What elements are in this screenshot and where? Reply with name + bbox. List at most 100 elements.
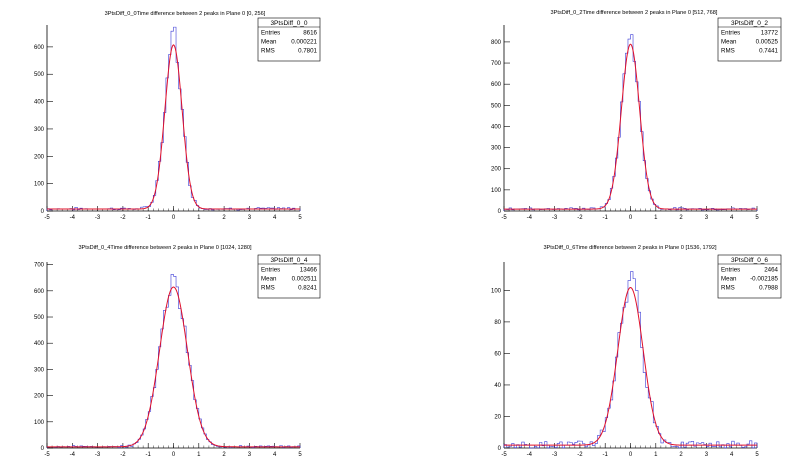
x-tick-label: -4	[527, 215, 533, 221]
stats-value: 0.8241	[298, 285, 317, 292]
y-tick-label: 20	[494, 414, 501, 420]
chart-title: 3PtsDiff_0_2Time difference between 2 pe…	[551, 10, 718, 16]
stats-box	[717, 254, 782, 299]
y-tick-label: 300	[34, 367, 45, 373]
stats-value: 0.7441	[759, 48, 778, 55]
y-tick-label: 200	[34, 394, 45, 400]
x-tick-label: 5	[755, 452, 759, 458]
y-tick-label: 100	[34, 182, 45, 188]
x-tick-label: -4	[70, 215, 76, 221]
x-tick-label: -3	[95, 452, 101, 458]
stats-key: RMS	[721, 48, 735, 55]
y-tick-label: 0	[41, 209, 45, 215]
stats-value: 2464	[764, 267, 778, 274]
y-tick-label: 0	[498, 446, 502, 452]
y-tick-label: 40	[494, 383, 501, 389]
stats-name: 3PtsDiff_0_2	[731, 20, 768, 27]
x-tick-label: -1	[603, 215, 609, 221]
stats-key: Entries	[721, 267, 740, 274]
stats-key: Mean	[261, 39, 277, 46]
stats-key: Mean	[721, 39, 737, 46]
y-tick-label: 200	[34, 154, 45, 160]
stats-name: 3PtsDiff_0_6	[731, 257, 768, 264]
x-tick-label: 4	[273, 215, 277, 221]
stats-key: RMS	[261, 48, 275, 55]
y-tick-label: 400	[34, 100, 45, 106]
chart-title: 3PtsDiff_0_4Time difference between 2 pe…	[78, 245, 252, 251]
stats-box	[717, 17, 782, 62]
histogram-series	[503, 271, 758, 449]
x-tick-label: -3	[552, 215, 558, 221]
x-tick-label: 1	[654, 215, 658, 221]
x-tick-label: 3	[705, 452, 709, 458]
x-tick-label: -1	[603, 452, 609, 458]
x-tick-label: -5	[44, 215, 50, 221]
stats-key: RMS	[261, 285, 275, 292]
x-tick-label: 2	[222, 452, 226, 458]
stats-key: Entries	[261, 30, 280, 37]
x-tick-label: -2	[577, 215, 583, 221]
stats-name: 3PtsDiff_0_4	[270, 257, 307, 264]
gaussian-fit-curve	[47, 44, 300, 210]
x-tick-label: -3	[552, 452, 558, 458]
y-tick-label: 600	[34, 45, 45, 51]
stats-name: 3PtsDiff_0_0	[270, 20, 307, 27]
x-tick-label: -5	[44, 452, 50, 458]
y-tick-label: 600	[34, 289, 45, 295]
stats-value: 0.00525	[756, 39, 779, 46]
x-tick-label: 3	[248, 452, 252, 458]
stats-key: Mean	[261, 276, 277, 283]
x-tick-label: -3	[95, 215, 101, 221]
y-tick-label: 500	[34, 315, 45, 321]
x-tick-label: 2	[679, 215, 683, 221]
x-tick-label: -5	[501, 215, 507, 221]
x-tick-label: 5	[298, 215, 302, 221]
x-tick-label: 3	[705, 215, 709, 221]
stats-key: RMS	[721, 285, 735, 292]
x-tick-label: 0	[629, 452, 633, 458]
x-tick-label: 1	[197, 215, 201, 221]
x-tick-label: -5	[501, 452, 507, 458]
chart-panel-3: 3PtsDiff_0_6Time difference between 2 pe…	[491, 245, 782, 458]
x-tick-label: -1	[146, 215, 152, 221]
x-tick-label: 1	[654, 452, 658, 458]
y-tick-label: 600	[491, 82, 502, 88]
x-tick-label: -4	[70, 452, 76, 458]
chart-panel-0: 3PtsDiff_0_0Time difference between 2 pe…	[34, 11, 321, 221]
x-tick-label: 4	[730, 215, 734, 221]
histogram-series	[46, 274, 301, 448]
x-tick-label: 1	[197, 452, 201, 458]
x-tick-label: -4	[527, 452, 533, 458]
x-tick-label: 4	[730, 452, 734, 458]
y-tick-label: 0	[41, 446, 45, 452]
y-tick-label: 700	[34, 263, 45, 269]
gaussian-fit-curve	[504, 287, 757, 446]
x-tick-label: 0	[629, 215, 633, 221]
stats-value: 8616	[303, 30, 317, 37]
y-tick-label: 800	[491, 40, 502, 46]
y-tick-label: 400	[34, 341, 45, 347]
gaussian-fit-curve	[504, 43, 757, 210]
chart-title: 3PtsDiff_0_6Time difference between 2 pe…	[543, 245, 717, 251]
stats-key: Entries	[721, 30, 740, 37]
stats-box	[257, 254, 321, 299]
y-tick-label: 500	[34, 72, 45, 78]
x-tick-label: 2	[222, 215, 226, 221]
x-tick-label: -2	[120, 215, 126, 221]
chart-panel-1: 3PtsDiff_0_2Time difference between 2 pe…	[491, 10, 782, 221]
x-tick-label: 3	[248, 215, 252, 221]
x-tick-label: 0	[172, 452, 176, 458]
x-tick-label: -2	[120, 452, 126, 458]
x-tick-label: 5	[298, 452, 302, 458]
chart-title: 3PtsDiff_0_0Time difference between 2 pe…	[105, 11, 266, 17]
chart-panel-2: 3PtsDiff_0_4Time difference between 2 pe…	[34, 245, 321, 458]
y-tick-label: 200	[491, 167, 502, 173]
y-tick-label: 100	[491, 288, 502, 294]
y-tick-label: 400	[491, 124, 502, 130]
stats-value: 13772	[761, 30, 779, 37]
y-tick-label: 0	[498, 209, 502, 215]
x-tick-label: 2	[679, 452, 683, 458]
stats-value: 0.7988	[759, 285, 778, 292]
stats-value: 0.002511	[292, 276, 318, 283]
